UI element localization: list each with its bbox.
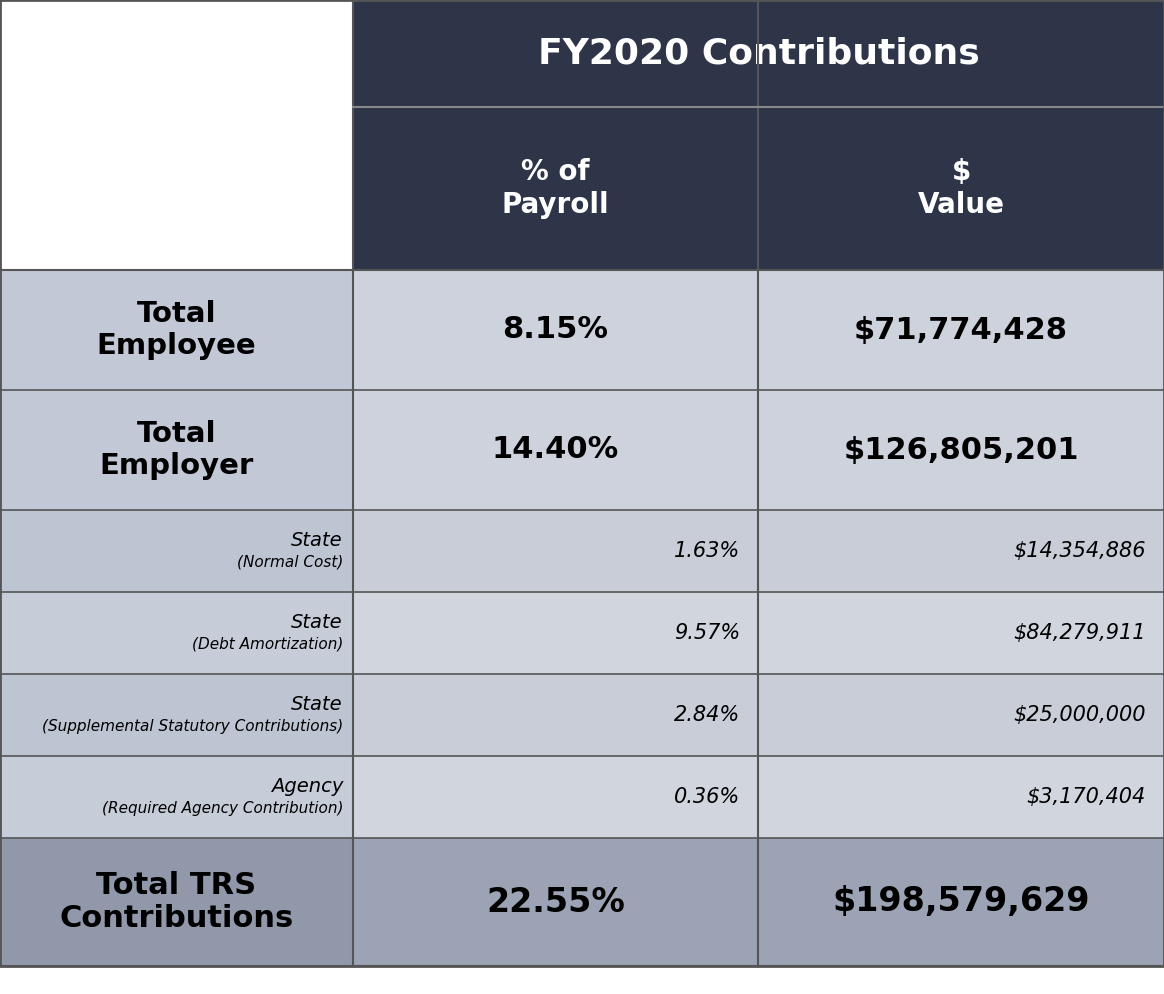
Text: $84,279,911: $84,279,911 [1014, 623, 1147, 643]
Bar [0, 674, 353, 756]
Text: State: State [291, 695, 343, 714]
Bar [758, 510, 1164, 592]
Bar [353, 0, 1164, 107]
Bar [353, 510, 758, 592]
Text: $25,000,000: $25,000,000 [1014, 705, 1147, 725]
Bar [758, 107, 1164, 270]
Text: % of
Payroll: % of Payroll [502, 158, 609, 219]
Bar [0, 756, 353, 838]
Text: $3,170,404: $3,170,404 [1027, 787, 1147, 807]
Text: (Normal Cost): (Normal Cost) [236, 555, 343, 570]
Text: Total TRS
Contributions: Total TRS Contributions [59, 871, 293, 933]
Text: Total
Employer: Total Employer [99, 419, 254, 480]
Bar [353, 270, 758, 390]
Text: State: State [291, 612, 343, 631]
Text: FY2020 Contributions: FY2020 Contributions [538, 37, 979, 71]
Bar [353, 390, 758, 510]
Bar [0, 592, 353, 674]
Text: 8.15%: 8.15% [503, 315, 609, 345]
Text: Agency: Agency [270, 776, 343, 795]
Bar [0, 390, 353, 510]
Text: 2.84%: 2.84% [674, 705, 740, 725]
Bar [0, 0, 353, 270]
Text: (Supplemental Statutory Contributions): (Supplemental Statutory Contributions) [42, 719, 343, 734]
Bar [353, 838, 758, 966]
Text: $
Value: $ Value [917, 158, 1005, 219]
Bar [758, 756, 1164, 838]
Text: 0.36%: 0.36% [674, 787, 740, 807]
Bar [353, 674, 758, 756]
Text: Total
Employee: Total Employee [97, 300, 256, 360]
Bar [758, 592, 1164, 674]
Bar [353, 107, 758, 270]
Bar [758, 390, 1164, 510]
Bar [758, 674, 1164, 756]
Bar [758, 838, 1164, 966]
Bar [758, 270, 1164, 390]
Text: (Debt Amortization): (Debt Amortization) [192, 636, 343, 651]
Bar [0, 838, 353, 966]
Bar [0, 510, 353, 592]
Bar [353, 756, 758, 838]
Text: 1.63%: 1.63% [674, 541, 740, 561]
Text: (Required Agency Contribution): (Required Agency Contribution) [101, 800, 343, 815]
Text: $14,354,886: $14,354,886 [1014, 541, 1147, 561]
Text: 14.40%: 14.40% [492, 435, 619, 464]
Text: State: State [291, 531, 343, 550]
Text: $71,774,428: $71,774,428 [854, 315, 1069, 345]
Text: 9.57%: 9.57% [674, 623, 740, 643]
Text: $126,805,201: $126,805,201 [843, 435, 1079, 464]
Text: $198,579,629: $198,579,629 [832, 886, 1090, 918]
Bar [353, 592, 758, 674]
Bar [0, 270, 353, 390]
Text: 22.55%: 22.55% [487, 886, 625, 918]
